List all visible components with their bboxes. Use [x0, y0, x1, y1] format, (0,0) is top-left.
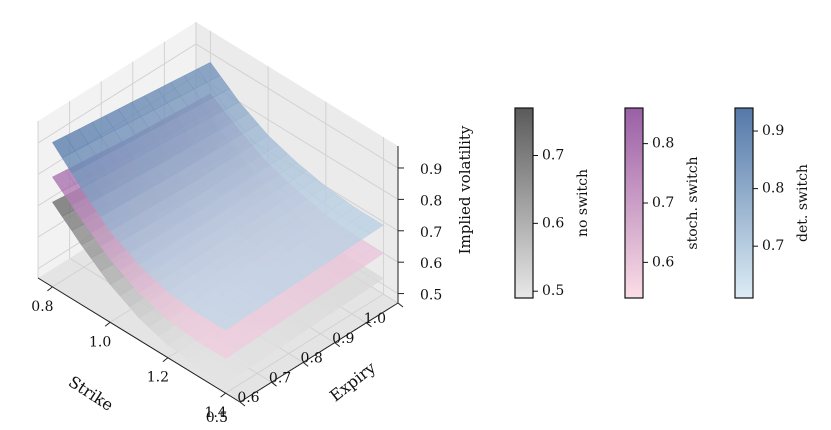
y-axis-label: Expiry	[326, 358, 379, 405]
gridline	[225, 293, 384, 394]
y-tick-label: 0.8	[301, 351, 323, 367]
axis-lines: 0.81.01.21.40.50.60.70.80.91.00.50.60.70…	[31, 146, 442, 426]
y-tick-label: 0.6	[237, 390, 259, 406]
x-tick	[162, 357, 169, 363]
colorbar-fill	[734, 107, 754, 299]
y-tick	[239, 401, 246, 407]
x-tick-label: 0.8	[31, 299, 53, 315]
y-tick	[271, 381, 277, 387]
colorbar-tick-label: 0.9	[762, 123, 784, 139]
colorbar-fill	[624, 107, 644, 299]
y-tick-label: 0.5	[206, 410, 228, 426]
colorbar-tick-label: 0.8	[762, 181, 784, 197]
surfaces	[52, 62, 384, 384]
z-tick-label: 0.6	[420, 256, 442, 272]
colorbar-tick-label: 0.5	[542, 283, 564, 299]
y-tick-label: 1.0	[364, 311, 386, 327]
colorbar-tick-label: 0.6	[652, 254, 674, 270]
gridline	[37, 43, 197, 144]
colorbar-tick-label: 0.6	[542, 215, 564, 231]
gridline	[195, 43, 399, 169]
colorbar-stoch-switch: 0.6 0.7 0.8 stoch. switch	[624, 107, 701, 299]
x-axis-line	[37, 277, 241, 403]
y-tick	[334, 342, 341, 347]
colorbar-label: stoch. switch	[685, 156, 701, 249]
x-tick-label: 1.2	[147, 370, 169, 386]
z-axis-label: Implied volatility	[456, 125, 474, 254]
y-tick-label: 0.7	[269, 370, 291, 386]
x-tick	[220, 392, 226, 398]
colorbar-label: det. switch	[795, 164, 811, 242]
x-tick-label: 1.4	[204, 405, 226, 421]
colorbar-no-switch: 0.5 0.6 0.7 no switch	[514, 107, 591, 299]
colorbar-fill	[514, 107, 534, 299]
y-axis-line	[239, 302, 399, 403]
z-tick-label: 0.7	[420, 225, 442, 241]
surface-patch	[197, 62, 221, 83]
colorbar-tick-label: 0.8	[652, 136, 674, 152]
z-tick-label: 0.8	[420, 193, 442, 209]
x-tick	[47, 286, 53, 292]
x-tick-label: 1.0	[89, 334, 111, 350]
y-tick	[397, 302, 404, 308]
colorbar-label: no switch	[575, 169, 591, 237]
x-axis-label: Strike	[65, 372, 117, 415]
z-tick-label: 0.9	[420, 162, 442, 178]
colorbar-tick-label: 0.7	[652, 195, 674, 211]
colorbars: 0.5 0.6 0.7 no switch 0.6 0.7 0.8 stoch. switch…	[514, 107, 811, 299]
colorbar-tick-label: 0.7	[542, 148, 564, 164]
colorbar-tick-label: 0.7	[762, 238, 784, 254]
y-tick-label: 0.9	[332, 331, 354, 347]
x-tick	[104, 321, 111, 327]
z-tick-label: 0.5	[420, 288, 442, 304]
colorbar-det-switch: 0.7 0.8 0.9 det. switch	[734, 107, 811, 299]
surface-det-switch	[52, 62, 384, 331]
y-tick	[366, 322, 372, 328]
y-tick	[302, 362, 309, 367]
